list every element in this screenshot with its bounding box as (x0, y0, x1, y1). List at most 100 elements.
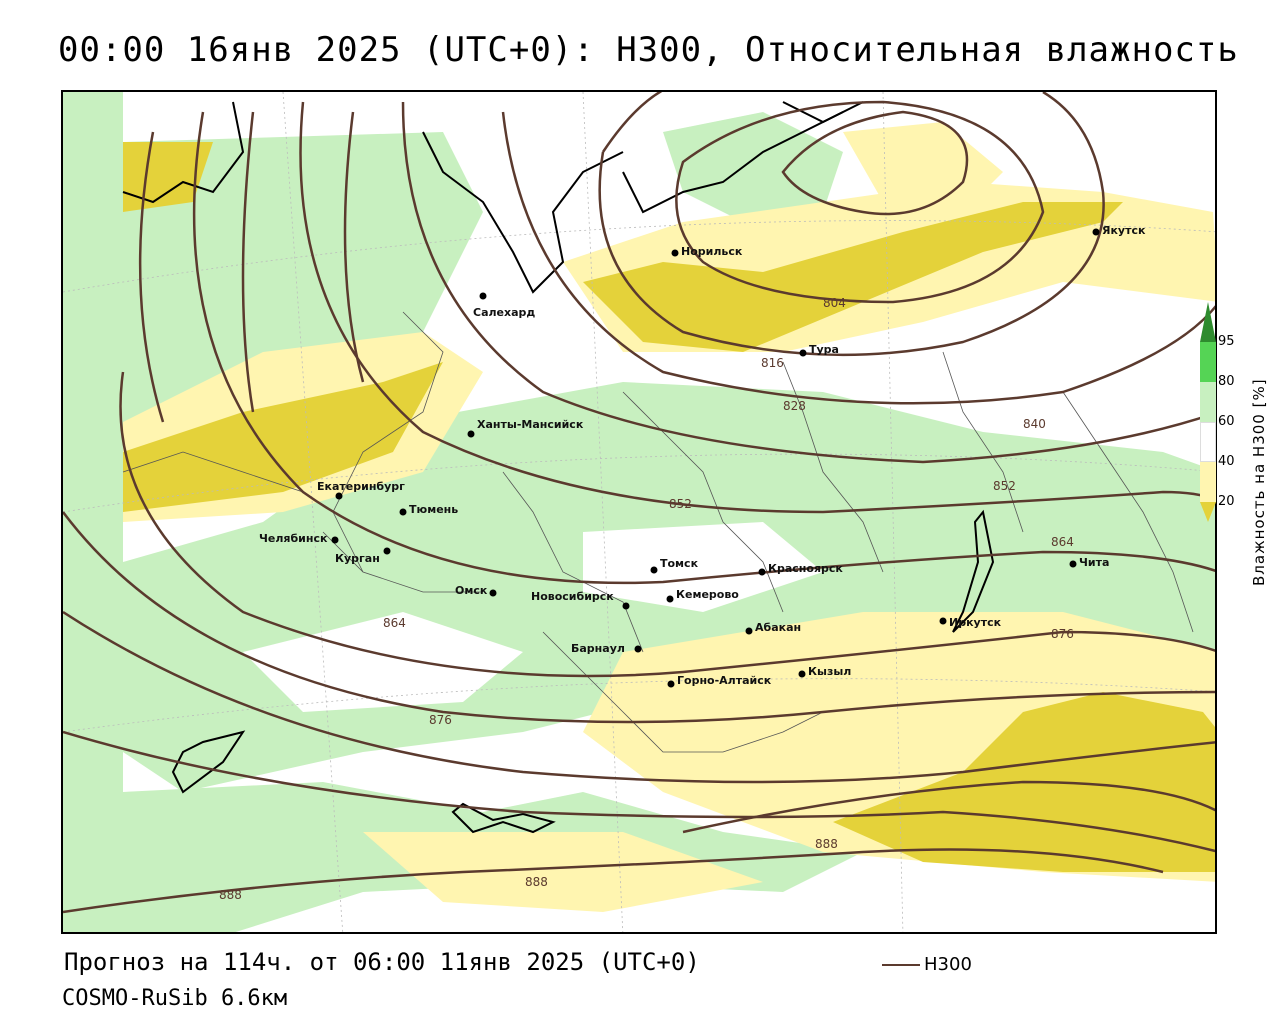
city-novosibirsk: Новосибирск (531, 590, 630, 610)
contour-label: 852 (993, 479, 1016, 493)
city-label: Якутск (1102, 224, 1146, 237)
humidity-green-zone-west (63, 92, 483, 932)
arctic-islands (782, 101, 864, 124)
arctic-coast-west (122, 101, 245, 204)
city-kemerovo: Кемерово (666, 588, 739, 603)
graticule (63, 92, 1215, 932)
colorbar-arrow-bottom (1200, 502, 1216, 522)
taimyr-coast (622, 111, 844, 214)
colorbar-band-60-80 (1200, 382, 1216, 422)
contour-extra-3 (343, 111, 365, 383)
colorbar-tick: 20 (1218, 494, 1235, 509)
city-chelyabinsk: Челябинск (259, 532, 339, 545)
city-label: Горно-Алтайск (677, 674, 772, 687)
city-marker (467, 430, 475, 438)
city-label: Барнаул (571, 642, 625, 655)
humidity-yellow-strip-south (363, 832, 763, 912)
city-kurgan: Курган (335, 547, 391, 565)
city-marker (383, 547, 391, 555)
city-label: Тюмень (409, 503, 458, 516)
city-marker (1069, 560, 1077, 568)
contour-816 (598, 92, 1105, 357)
city-marker (1092, 228, 1100, 236)
city-label: Кемерово (676, 588, 739, 601)
balkhash-lake (451, 802, 556, 834)
city-marker (399, 508, 407, 516)
contour-label: 876 (429, 713, 452, 727)
contour-888 (63, 730, 1215, 853)
city-label: Екатеринбург (317, 480, 405, 493)
colorbar-tick: 60 (1218, 414, 1235, 429)
city-marker (622, 602, 630, 610)
city-khanty-mansiysk: Ханты-Мансийск (467, 418, 584, 438)
city-yakutsk: Якутск (1092, 224, 1146, 237)
city-label: Иркутск (949, 616, 1002, 629)
contour-884 (63, 610, 1215, 784)
coastlines (122, 101, 995, 834)
humidity-green-patch-north (663, 112, 843, 222)
city-label: Томск (660, 557, 699, 570)
humidity-dry-gap-2 (583, 522, 823, 612)
city-label: Салехард (473, 306, 535, 319)
baikal-lake (952, 509, 995, 633)
city-krasnoyarsk: Красноярск (758, 562, 843, 576)
contour-extra-1 (138, 131, 165, 423)
city-marker (666, 595, 674, 603)
colorbar-band-0-20 (1200, 502, 1216, 522)
cities: Норильск Якутск Салехард Тура Ханты-Манс… (259, 224, 1146, 688)
contour-864 (192, 111, 1215, 585)
contour-840 (401, 101, 1215, 464)
city-label: Тура (809, 343, 839, 356)
city-label: Курган (335, 552, 380, 565)
map-canvas: 804 816 828 840 852 852 864 864 876 876 … (63, 92, 1215, 932)
city-tura: Тура (799, 343, 839, 357)
city-label: Красноярск (768, 562, 843, 575)
colorbar-band-40-60 (1200, 422, 1216, 462)
colorbar-tick: 95 (1218, 334, 1235, 349)
city-irkutsk: Иркутск (939, 616, 1002, 629)
contour-label: 864 (383, 616, 406, 630)
contour-label: 816 (761, 356, 784, 370)
map-panel: 804 816 828 840 852 852 864 864 876 876 … (61, 90, 1217, 934)
city-abakan: Абакан (745, 621, 801, 635)
city-barnaul: Барнаул (571, 642, 642, 655)
contour-880 (63, 511, 1215, 724)
city-label: Омск (455, 584, 488, 597)
contour-labels: 804 816 828 840 852 852 864 864 876 876 … (219, 296, 1074, 902)
humidity-darkyellow-west-top (123, 142, 213, 212)
colorbar-tick: 80 (1218, 374, 1235, 389)
contour-label: 840 (1023, 417, 1046, 431)
city-omsk: Омск (455, 584, 497, 597)
city-marker (634, 645, 642, 653)
caspian-coast (171, 730, 246, 794)
contour-label: 888 (219, 888, 242, 902)
series-legend-line (882, 963, 920, 966)
contour-label: 852 (669, 497, 692, 511)
city-marker (939, 617, 947, 625)
city-gorno-altaysk: Горно-Алтайск (667, 674, 772, 688)
contour-label: 864 (1051, 535, 1074, 549)
contour-828 (501, 111, 1215, 405)
city-label: Ханты-Мансийск (477, 418, 584, 431)
city-marker (671, 249, 679, 257)
map-title: 00:00 16янв 2025 (UTC+0): H300, Относите… (58, 30, 1239, 70)
contour-804-closed (675, 100, 1045, 304)
city-marker (650, 566, 658, 574)
city-marker (798, 670, 806, 678)
city-marker (489, 589, 497, 597)
contour-890 (682, 780, 1215, 834)
humidity-fields (63, 92, 1215, 932)
contour-label: 876 (1051, 627, 1074, 641)
contour-792 (781, 110, 969, 216)
city-label: Челябинск (259, 532, 328, 545)
city-norilsk: Норильск (671, 245, 743, 258)
city-marker (479, 292, 487, 300)
model-name: COSMO-RuSib 6.6км (62, 986, 288, 1011)
contour-876 (119, 371, 1215, 678)
humidity-darkyellow-west (123, 362, 443, 512)
humidity-colorbar: 95 80 60 40 20 (1200, 302, 1270, 602)
colorbar-arrow-top (1200, 302, 1216, 342)
city-chita: Чита (1069, 556, 1109, 569)
contour-label: 888 (525, 875, 548, 889)
series-legend: H300 (882, 954, 972, 975)
